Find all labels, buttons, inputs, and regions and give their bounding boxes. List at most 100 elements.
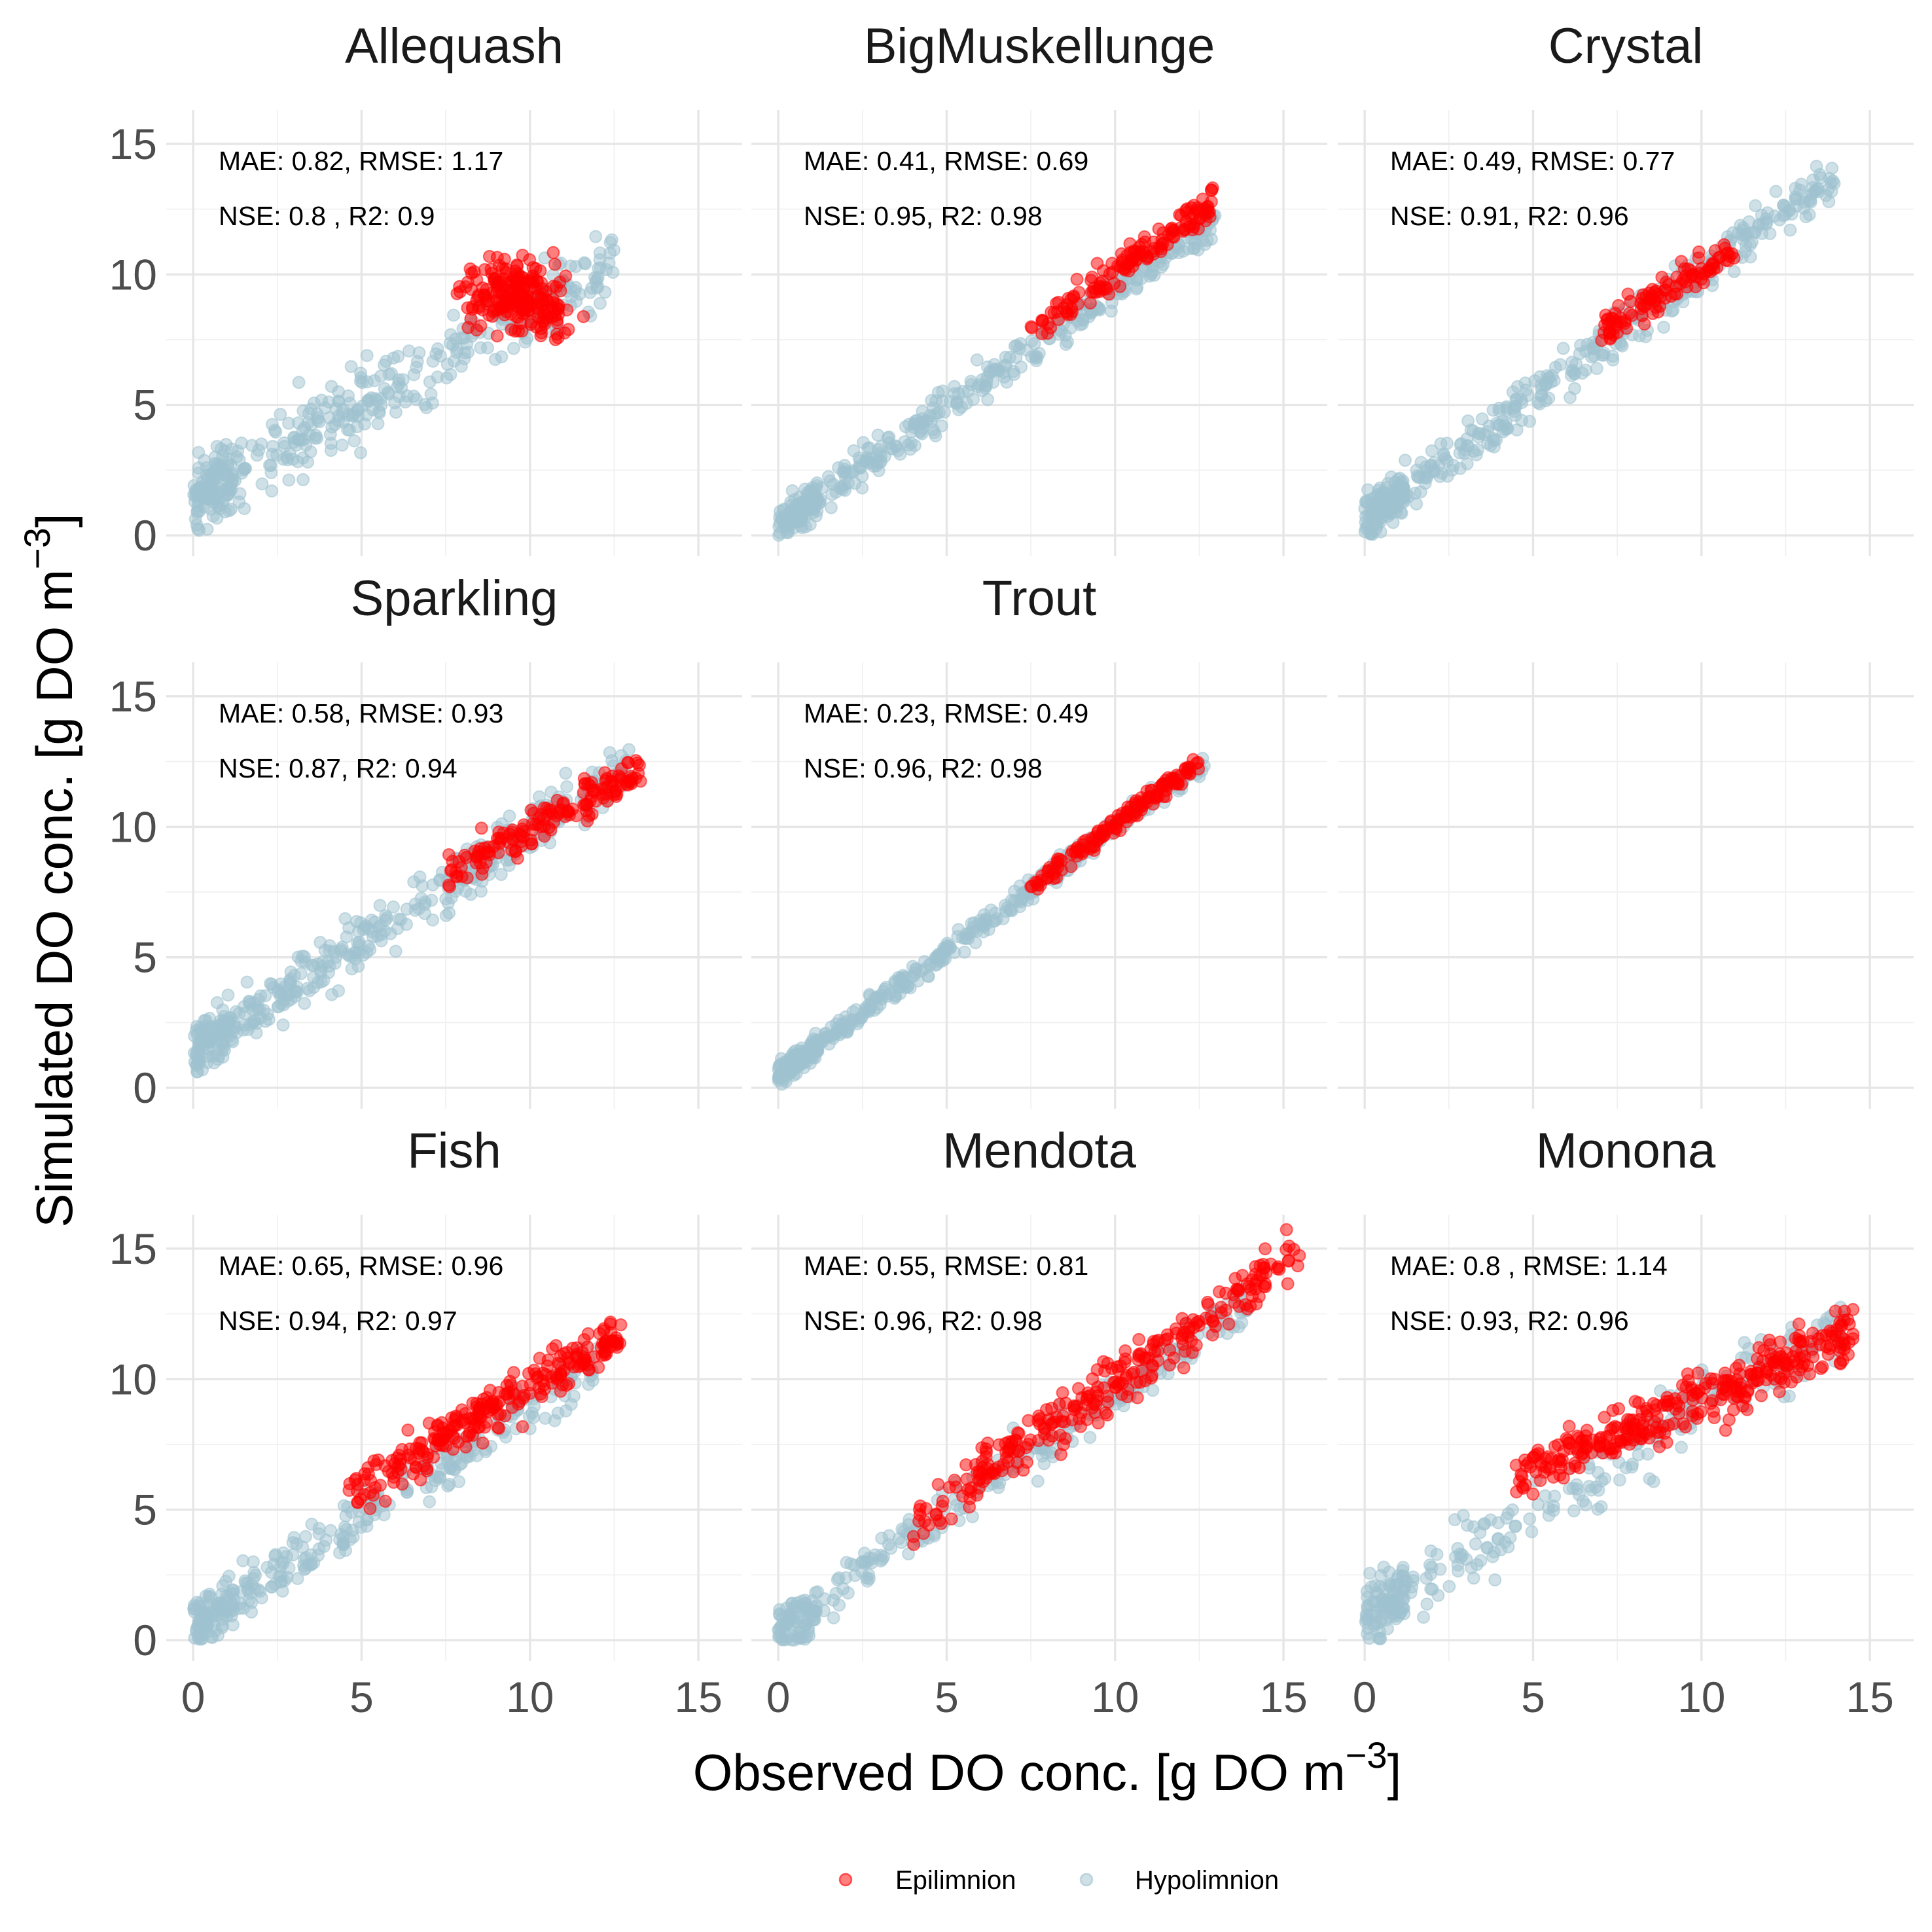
epilimnion-point (476, 1436, 490, 1450)
hypolimnion-point (251, 1003, 264, 1016)
nse-r2-annotation: NSE: 0.95, R2: 0.98 (804, 201, 1043, 231)
hypolimnion-point (355, 376, 369, 389)
x-tick-label: 15 (1259, 1673, 1307, 1721)
hypolimnion-point (392, 377, 406, 391)
epilimnion-point (1842, 1317, 1856, 1331)
y-tick-label: 15 (109, 1225, 157, 1273)
hypolimnion-point (1073, 318, 1087, 332)
hypolimnion-point (831, 1573, 844, 1586)
nse-r2-annotation: NSE: 0.87, R2: 0.94 (219, 753, 457, 783)
epilimnion-point (1096, 283, 1110, 296)
epilimnion-point (1717, 238, 1731, 251)
hypolimnion-point (1598, 1472, 1612, 1486)
hypolimnion-point (412, 902, 426, 916)
hypolimnion-point (265, 484, 279, 498)
hypolimnion-point (264, 976, 277, 990)
hypolimnion-point (1491, 1533, 1505, 1547)
hypolimnion-point (957, 945, 971, 959)
epilimnion-point (1101, 1395, 1115, 1409)
hypolimnion-point (875, 1531, 889, 1545)
hypolimnion-point (1449, 1550, 1463, 1564)
hypolimnion-point (1515, 414, 1529, 427)
epilimnion-point (578, 798, 592, 812)
epilimnion-point (1624, 1413, 1637, 1427)
hypolimnion-point (425, 893, 438, 907)
epilimnion-point (1257, 1258, 1270, 1272)
x-tick-label: 5 (349, 1673, 374, 1721)
hypolimnion-point (1430, 1548, 1444, 1562)
hypolimnion-point (967, 393, 980, 406)
hypolimnion-point (1425, 1560, 1439, 1574)
epilimnion-point (416, 1445, 430, 1459)
hypolimnion-point (1454, 461, 1467, 475)
epilimnion-point (594, 1340, 608, 1354)
hypolimnion-point (782, 1611, 796, 1624)
hypolimnion-point (988, 914, 1002, 928)
epilimnion-point (1198, 208, 1212, 222)
hypolimnion-point (1365, 1580, 1378, 1594)
hypolimnion-point (416, 879, 429, 893)
y-tick-label: 0 (133, 1616, 157, 1664)
hypolimnion-point (877, 1550, 891, 1564)
epilimnion-point (1228, 1272, 1242, 1285)
epilimnion-point (1048, 1415, 1062, 1429)
hypolimnion-point (559, 766, 573, 780)
epilimnion-point (363, 1501, 377, 1515)
epilimnion-point (1798, 1350, 1812, 1363)
epilimnion-point (1533, 1456, 1547, 1469)
epilimnion-point (1727, 1391, 1741, 1405)
hypolimnion-point (1189, 236, 1202, 250)
hypolimnion-point (339, 1543, 353, 1557)
epilimnion-point (530, 1371, 544, 1385)
epilimnion-point (1580, 1423, 1594, 1437)
epilimnion-point (1708, 1411, 1721, 1425)
hypolimnion-point (310, 431, 324, 445)
hypolimnion-point (1402, 490, 1416, 503)
epilimnion-point (453, 279, 467, 293)
hypolimnion-point (593, 246, 607, 260)
hypolimnion-point (997, 370, 1011, 384)
epilimnion-point (467, 265, 481, 279)
hypolimnion-point (589, 230, 603, 243)
hypolimnion-point (1562, 1482, 1576, 1495)
hypolimnion-point (1442, 1579, 1456, 1593)
legend-hypolimnion-key (1079, 1872, 1094, 1887)
hypolimnion-point (344, 360, 358, 374)
epilimnion-point (435, 1416, 449, 1429)
hypolimnion-point (265, 418, 279, 431)
epilimnion-point (525, 837, 539, 851)
epilimnion-point (515, 324, 529, 338)
epilimnion-point (1149, 791, 1162, 805)
x-tick-label: 0 (766, 1673, 791, 1721)
epilimnion-point (492, 1422, 506, 1435)
epilimnion-point (1660, 1435, 1673, 1449)
epilimnion-point (1175, 1332, 1189, 1346)
hypolimnion-point (379, 913, 393, 927)
hypolimnion-point (589, 275, 603, 289)
epilimnion-point (1829, 1304, 1842, 1318)
hypolimnion-point (423, 1495, 437, 1509)
hypolimnion-point (870, 450, 884, 464)
epilimnion-point (493, 1408, 507, 1422)
hypolimnion-point (196, 1632, 209, 1645)
hypolimnion-point (312, 1522, 326, 1535)
hypolimnion-point (919, 414, 933, 428)
hypolimnion-point (1461, 414, 1475, 428)
epilimnion-point (1710, 260, 1724, 274)
epilimnion-point (478, 1420, 492, 1434)
hypolimnion-point (1556, 342, 1570, 355)
hypolimnion-point (1008, 884, 1022, 898)
x-axis-title: Observed DO conc. [g DO m−3] (693, 1734, 1402, 1801)
hypolimnion-point (353, 446, 367, 459)
hypolimnion-point (981, 393, 995, 406)
epilimnion-point (1681, 1367, 1694, 1381)
hypolimnion-point (1641, 1447, 1655, 1461)
hypolimnion-point (296, 404, 310, 418)
hypolimnion-point (1789, 192, 1802, 206)
epilimnion-point (948, 1473, 961, 1487)
epilimnion-point (1832, 1336, 1846, 1350)
hypolimnion-point (374, 398, 388, 412)
hypolimnion-point (832, 1013, 846, 1027)
hypolimnion-point (1381, 492, 1395, 505)
facet-title: Crystal (1548, 18, 1703, 74)
